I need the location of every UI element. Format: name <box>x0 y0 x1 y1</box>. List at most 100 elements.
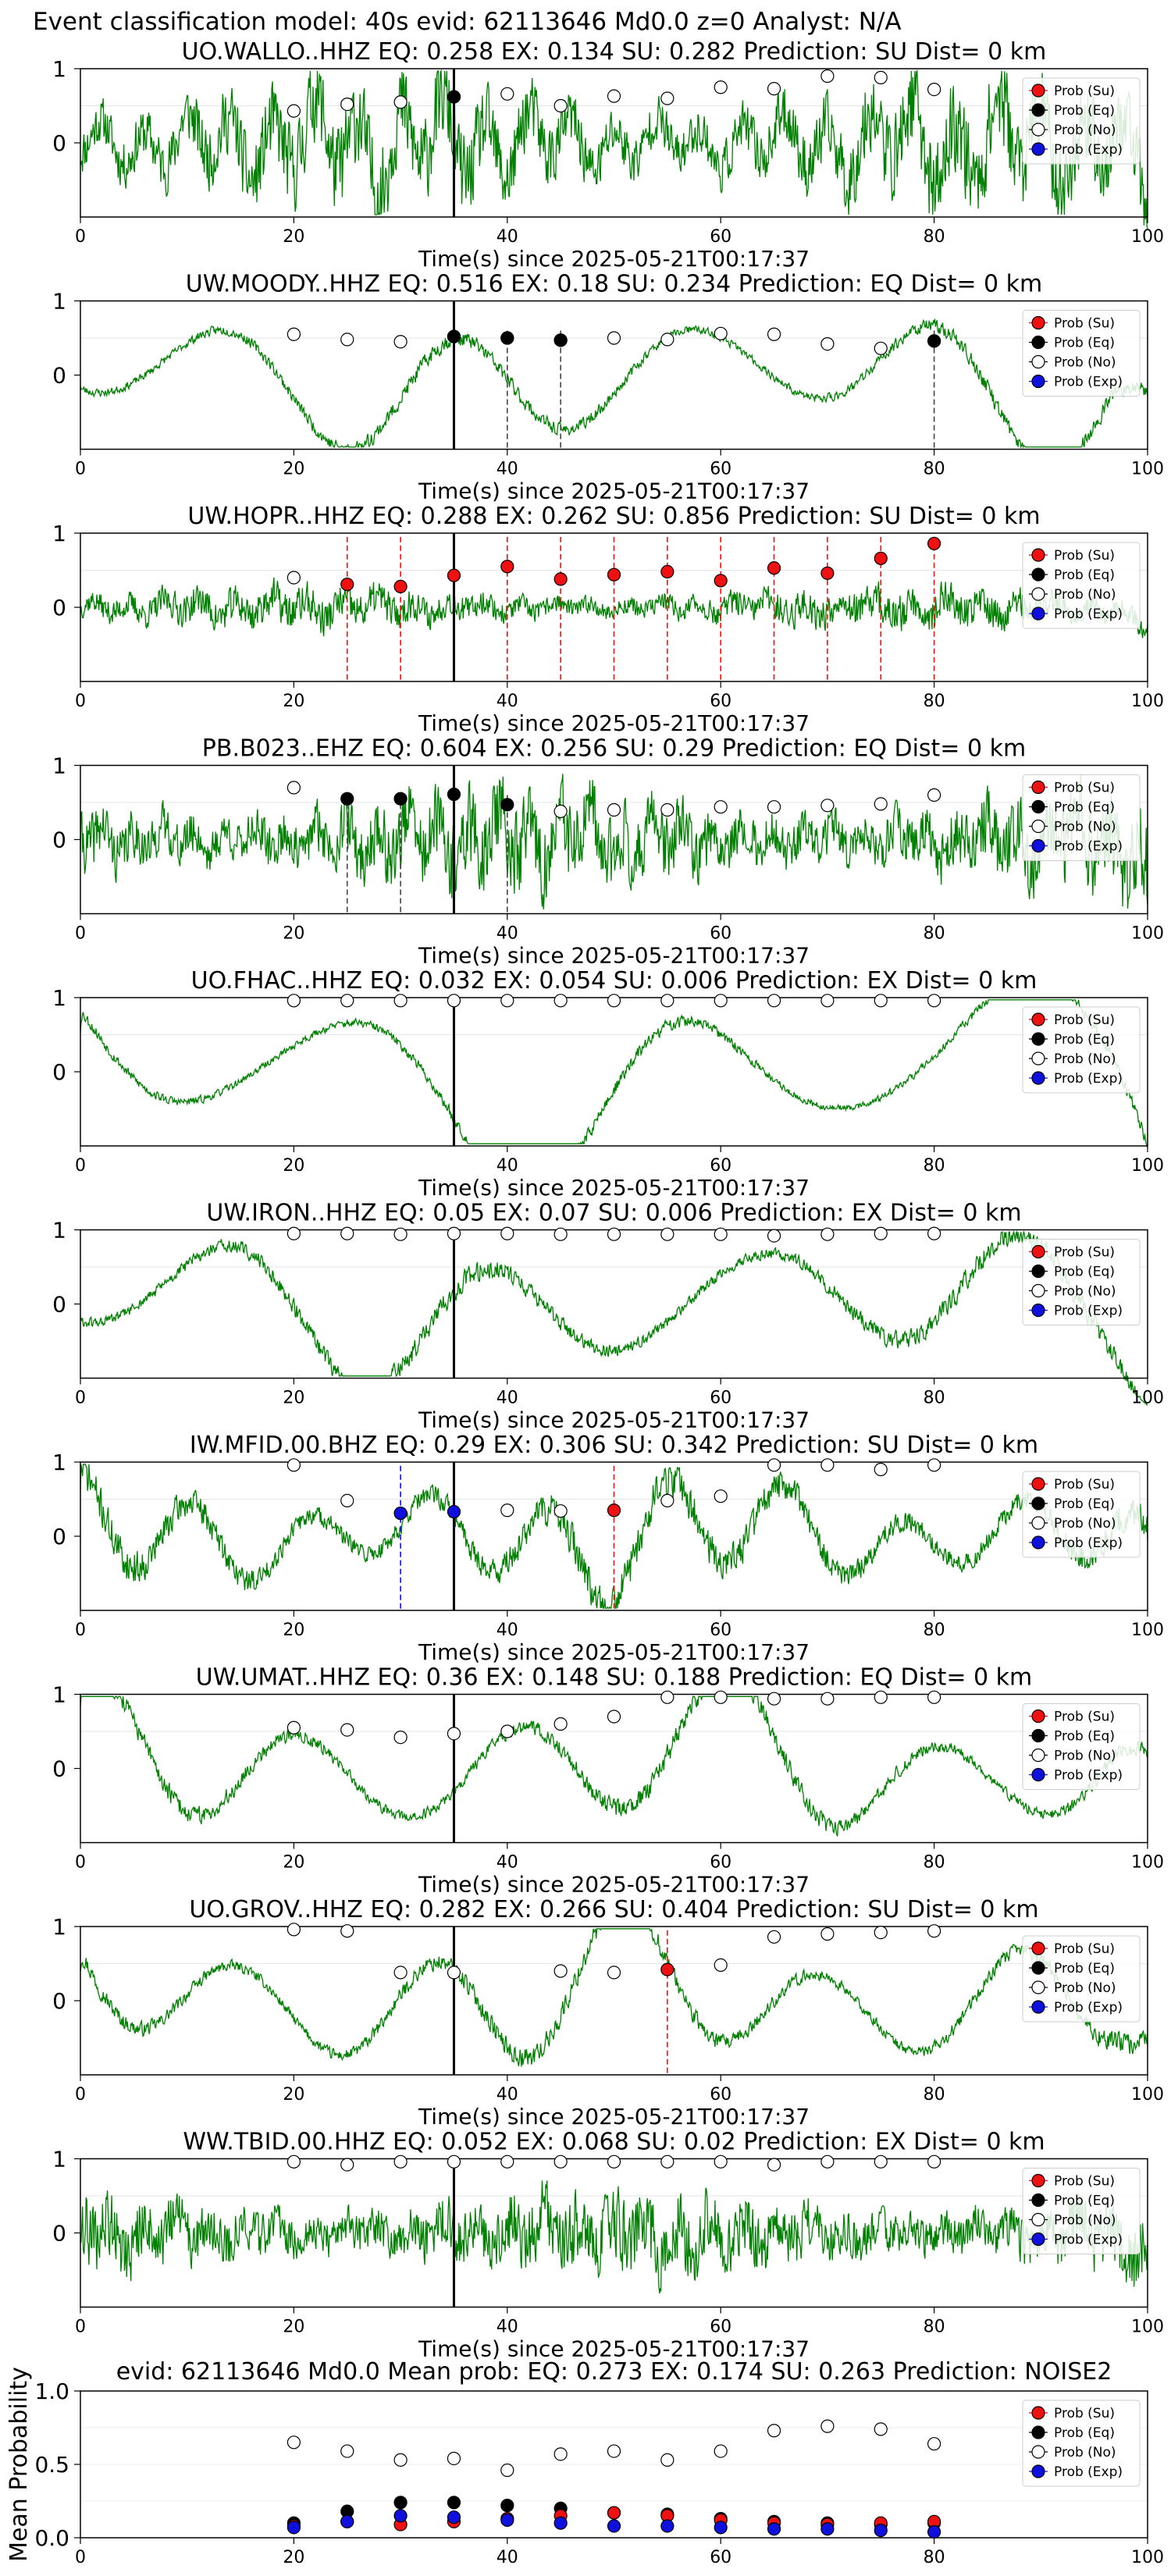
x-tick-label: 0 <box>75 1156 86 1176</box>
prob-no-point <box>447 994 461 1008</box>
x-tick-label: 40 <box>497 1621 518 1640</box>
legend-box <box>1022 310 1141 397</box>
prob-no-point <box>553 1717 568 1731</box>
mean-prob-exp-point <box>927 2524 941 2539</box>
prob-no-point <box>660 1690 674 1704</box>
prob-no-point <box>553 98 568 113</box>
x-tick-label: 60 <box>710 460 731 479</box>
prob-no-point <box>874 1690 888 1704</box>
legend-label: Prob (Eq) <box>1054 1729 1115 1745</box>
legend-marker <box>1031 819 1045 834</box>
legend-label: Prob (Exp) <box>1054 2233 1123 2248</box>
legend-marker <box>1031 1748 1045 1763</box>
prob-no-point <box>714 326 728 340</box>
seismic-trace <box>80 577 1148 639</box>
x-tick-label: 40 <box>497 924 518 944</box>
prob-eq-point <box>500 331 514 345</box>
x-tick-label: 40 <box>497 2085 518 2105</box>
x-tick-label: 60 <box>710 1621 731 1640</box>
prob-no-point <box>500 1503 514 1517</box>
prob-no-point <box>820 69 835 84</box>
prob-no-point <box>820 1692 835 1706</box>
mean-prob-eq-point <box>447 2496 461 2510</box>
legend-label: Prob (Exp) <box>1054 1768 1123 1784</box>
x-tick-label: 80 <box>924 1853 945 1873</box>
mean-prob-no-point <box>500 2463 514 2478</box>
seismic-trace <box>80 774 1148 910</box>
x-axis-label: Time(s) since 2025-05-21T00:17:37 <box>418 943 810 969</box>
x-tick-label: 0 <box>75 924 86 944</box>
y-tick-label: 1 <box>52 1914 66 1940</box>
x-tick-label: 100 <box>1131 2085 1164 2105</box>
prob-no-point <box>767 800 781 814</box>
mean-prob-exp-point <box>500 2513 514 2528</box>
y-tick-label: 0.0 <box>34 2525 69 2551</box>
panel-title: UW.IRON..HHZ EQ: 0.05 EX: 0.07 SU: 0.006… <box>206 1200 1021 1227</box>
x-tick-label: 20 <box>283 1156 304 1176</box>
x-axis-label: Time(s) since 2025-05-21T00:17:37 <box>418 1175 810 1201</box>
legend-marker <box>1031 84 1045 98</box>
prob-no-point <box>660 802 674 817</box>
prob-no-point <box>340 2158 354 2172</box>
y-tick-label: 0 <box>52 1059 66 1085</box>
prob-no-point <box>607 2154 621 2169</box>
prob-no-point <box>927 1924 941 1938</box>
x-tick-label: 60 <box>710 692 731 711</box>
legend-marker <box>1031 374 1045 389</box>
x-tick-label: 80 <box>924 227 945 247</box>
x-tick-label: 0 <box>75 460 86 479</box>
prob-eq-point <box>553 333 568 347</box>
legend-marker <box>1031 2173 1045 2188</box>
prob-no-point <box>553 1964 568 1978</box>
prob-no-point <box>340 1924 354 1938</box>
prob-su-point <box>607 1503 621 1517</box>
x-tick-label: 100 <box>1131 2548 1164 2567</box>
y-tick-label: 0 <box>52 1524 66 1550</box>
y-tick-label: 1 <box>52 1450 66 1475</box>
x-tick-label: 20 <box>283 227 304 247</box>
prob-no-point <box>447 1727 461 1741</box>
chart-panel-7: IW.MFID.00.BHZ EQ: 0.29 EX: 0.306 SU: 0.… <box>52 1432 1164 1665</box>
prob-no-point <box>714 1958 728 1972</box>
prob-no-point <box>927 788 941 802</box>
x-tick-label: 20 <box>283 1853 304 1873</box>
mean-prob-no-point <box>393 2453 408 2467</box>
y-tick-label: 0 <box>52 827 66 853</box>
prob-no-point <box>767 1229 781 1243</box>
x-tick-label: 0 <box>75 1389 86 1408</box>
mean-prob-no-point <box>767 2424 781 2438</box>
prob-no-point <box>287 1720 301 1735</box>
legend-marker <box>1031 142 1045 156</box>
legend-box <box>1022 77 1141 165</box>
prob-no-point <box>500 1724 514 1738</box>
prob-no-point <box>714 2154 728 2169</box>
legend-marker <box>1031 335 1045 350</box>
legend-label: Prob (Eq) <box>1054 1961 1115 1976</box>
legend-label: Prob (Exp) <box>1054 1304 1123 1319</box>
prob-su-point <box>553 572 568 586</box>
legend-marker <box>1031 838 1045 853</box>
legend-label: Prob (Exp) <box>1054 2464 1123 2480</box>
x-tick-label: 20 <box>283 460 304 479</box>
legend-marker <box>1031 1244 1045 1259</box>
legend-marker <box>1031 1941 1045 1955</box>
prob-eq-point <box>447 90 461 104</box>
chart-panel-2: UW.MOODY..HHZ EQ: 0.516 EX: 0.18 SU: 0.2… <box>52 271 1164 504</box>
panel-title: PB.B023..EHZ EQ: 0.604 EX: 0.256 SU: 0.2… <box>202 735 1026 763</box>
mean-prob-exp-point <box>820 2522 835 2536</box>
prob-no-point <box>820 799 835 813</box>
legend-label: Prob (Exp) <box>1054 1071 1123 1087</box>
mean-prob-eq-point <box>500 2499 514 2513</box>
prob-no-point <box>553 2154 568 2169</box>
legend-marker <box>1031 1767 1045 1782</box>
prob-no-point <box>607 331 621 345</box>
legend-marker <box>1031 799 1045 814</box>
legend-label: Prob (Su) <box>1054 2174 1115 2190</box>
prob-no-point <box>607 89 621 103</box>
panel-title: UW.HOPR..HHZ EQ: 0.288 EX: 0.262 SU: 0.8… <box>187 503 1040 530</box>
y-tick-label: 1 <box>52 985 66 1011</box>
y-tick-label: 1 <box>52 56 66 82</box>
prob-no-point <box>500 994 514 1008</box>
prob-no-point <box>287 1923 301 1937</box>
